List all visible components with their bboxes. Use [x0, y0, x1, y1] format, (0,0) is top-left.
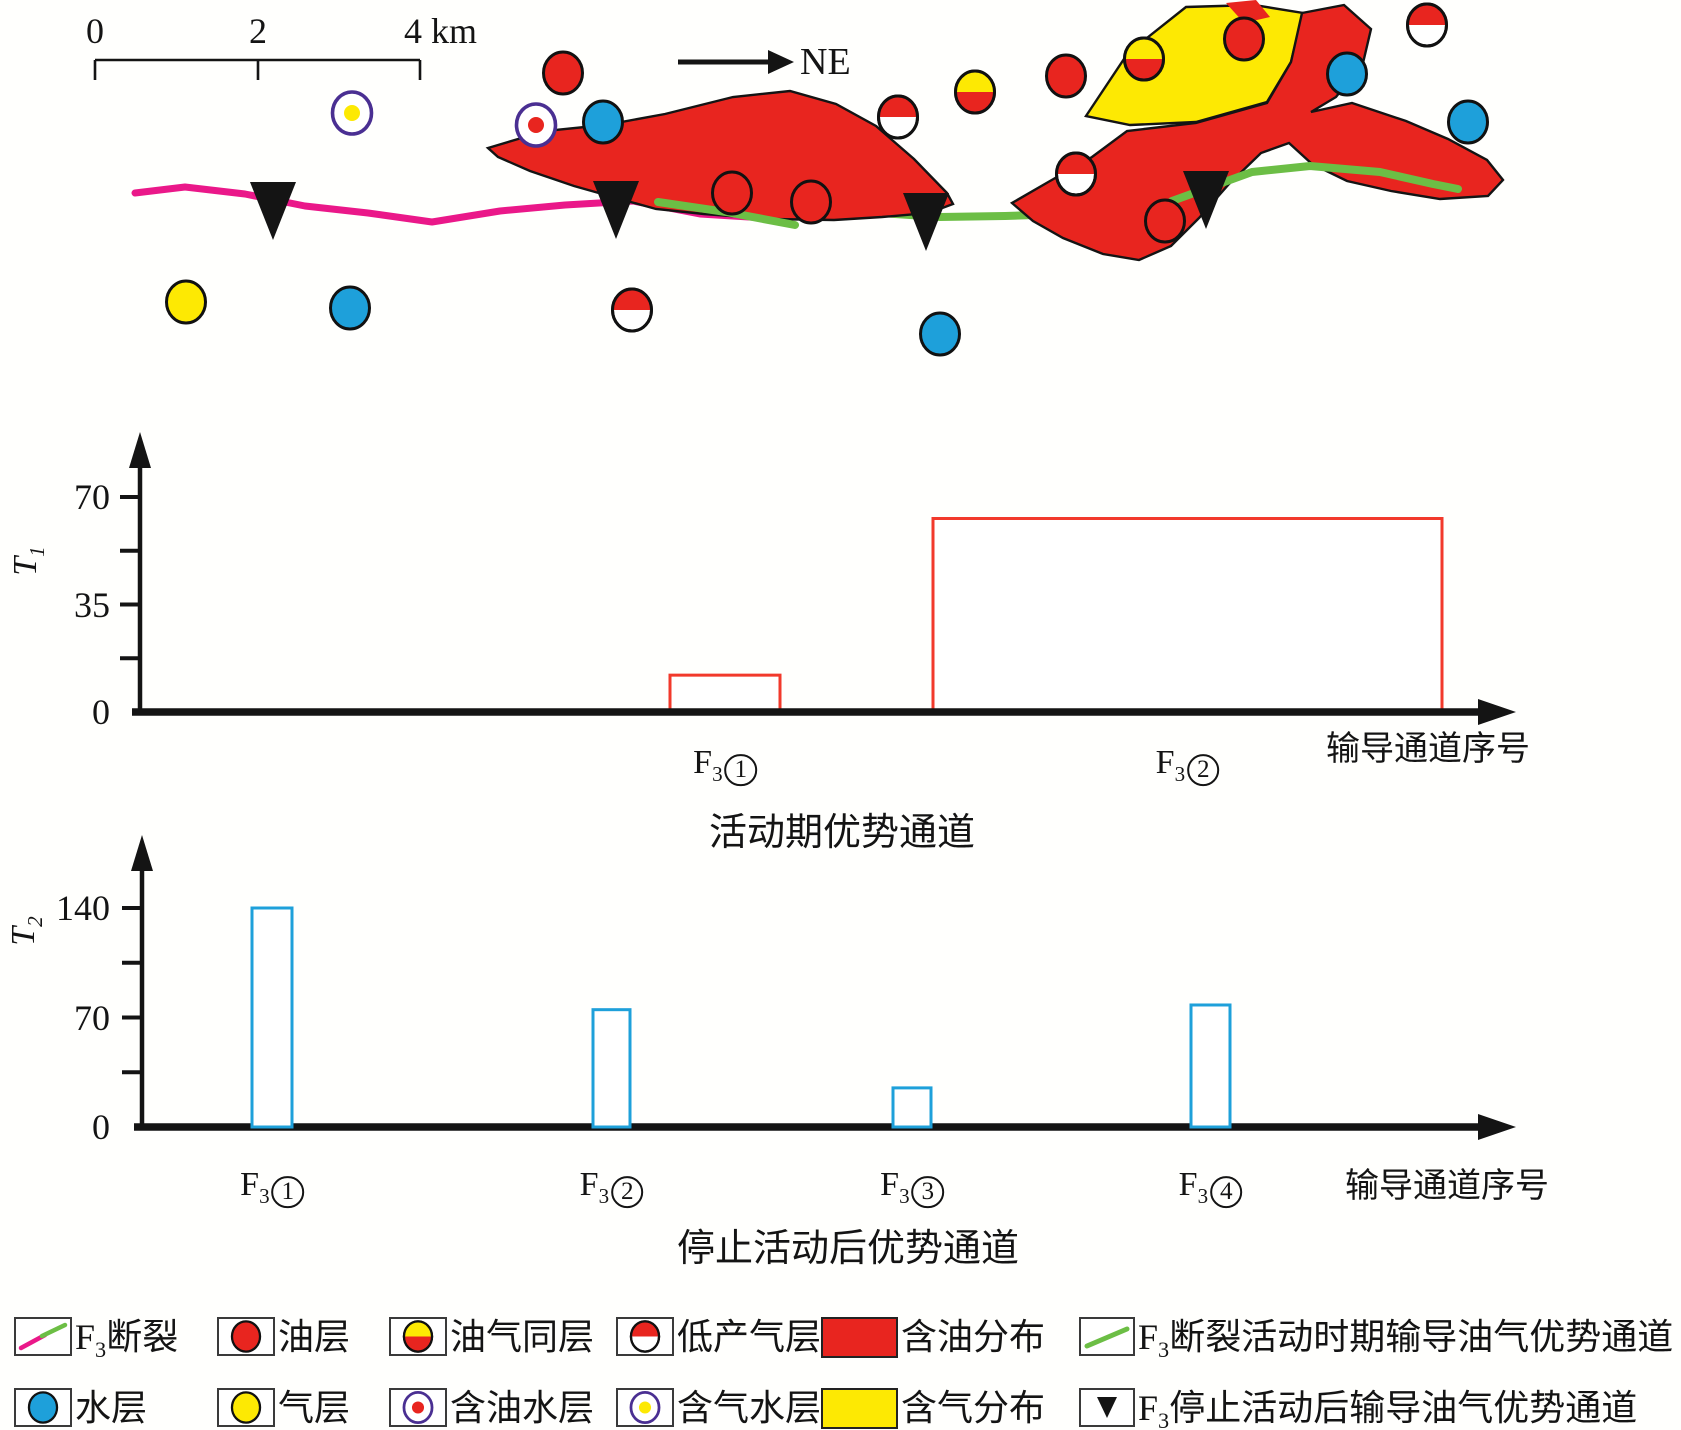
well-oil-water-icon: [402, 1391, 434, 1424]
chart1-ytick-35: 35: [74, 584, 110, 625]
legend-symbol-oil-well: [217, 1317, 275, 1356]
well-oil-gas-icon: [1123, 36, 1165, 82]
legend-label-oil-water-well: 含油水层: [450, 1387, 595, 1428]
legend-symbol-oil-gas-well: [389, 1317, 447, 1356]
well-oil-icon: [542, 50, 584, 96]
well-water-icon: [919, 311, 961, 357]
chart2-ytick-140: 140: [56, 888, 110, 928]
legend-label-water-well: 水层: [75, 1387, 148, 1428]
well-low-gas-icon: [877, 94, 919, 140]
well-oil-icon: [1144, 198, 1186, 244]
legend-label-oil-well: 油层: [278, 1316, 351, 1357]
legend-symbol-gas-water-well: [616, 1388, 674, 1427]
stopped-channel-triangle-icon: [250, 182, 296, 240]
well-oil-icon: [230, 1320, 262, 1353]
well-gas-water-icon: [330, 90, 374, 136]
active-channel-line: [1168, 162, 1462, 205]
chart1-yaxis-label: T1: [7, 546, 49, 576]
chart-2: [122, 835, 1516, 1140]
well-oil-icon: [1045, 53, 1087, 99]
legend-label-gas-area: 含气分布: [901, 1387, 1046, 1428]
circled-number: 1: [271, 1175, 304, 1208]
bar-F3④: [1189, 1003, 1232, 1129]
chart2-ytick-70: 70: [74, 997, 110, 1038]
well-low-gas-icon: [629, 1320, 661, 1353]
bar-F3①: [250, 906, 294, 1129]
legend-symbol-stopped-channel: [1079, 1388, 1135, 1427]
legend-label-oil-gas-well: 油气同层: [450, 1316, 595, 1357]
bar-F3②: [931, 517, 1444, 714]
chart2-category-1: F3 1: [240, 1168, 304, 1208]
chart2-ytick-0: 0: [92, 1107, 110, 1147]
legend-label-low-gas-well: 低产气层: [677, 1316, 822, 1357]
well-water-icon: [1326, 51, 1368, 97]
chart2-yaxis-label: T2: [5, 916, 47, 946]
circled-number: 4: [1210, 1175, 1243, 1208]
well-oil-water-icon: [514, 102, 558, 148]
chart2-category-3: F3 3: [880, 1168, 944, 1208]
chart1-ytick-70: 70: [74, 477, 110, 517]
legend-label-gas-well: 气层: [278, 1387, 351, 1428]
scalebar-label-2: 2: [249, 11, 267, 51]
chart1-category-1: F3 1: [693, 746, 757, 786]
well-oil-gas-icon: [402, 1320, 434, 1353]
legend-symbol-water-well: [14, 1388, 72, 1427]
legend-symbol-oil-water-well: [389, 1388, 447, 1427]
well-water-icon: [329, 285, 371, 331]
legend-symbol-active-channel: [1079, 1317, 1135, 1356]
well-low-gas-icon: [611, 287, 653, 333]
chart2-xaxis-label: 输导通道序号: [1345, 1168, 1549, 1205]
chart1-title: 活动期优势通道: [708, 812, 976, 854]
well-water-icon: [27, 1391, 59, 1424]
bar-F3①: [668, 673, 782, 714]
circled-number: 1: [724, 753, 757, 786]
stopped-channel-triangle-icon: [903, 193, 949, 251]
well-water-icon: [582, 99, 624, 145]
legend-symbol-low-gas-well: [616, 1317, 674, 1356]
chart2-category-4: F3 4: [1179, 1168, 1243, 1208]
legend-label-oil-area: 含油分布: [901, 1316, 1046, 1357]
scalebar-label-0: 0: [86, 11, 104, 51]
well-oil-icon: [1223, 16, 1265, 62]
circled-number: 2: [1187, 753, 1220, 786]
chart2-category-2: F3 2: [580, 1168, 644, 1208]
legend-symbol-oil-area: [821, 1317, 898, 1358]
circled-number: 3: [911, 1175, 944, 1208]
well-gas-icon: [165, 279, 207, 325]
legend-label-active-channel: F3断裂活动时期输导油气优势通道: [1138, 1316, 1674, 1362]
bar-F3③: [891, 1086, 933, 1129]
scalebar-label-4km: 4 km: [404, 11, 478, 51]
north-arrow-label: NE: [800, 41, 851, 83]
chart1-xaxis-label: 输导通道序号: [1326, 731, 1530, 768]
chart-1: [120, 432, 1516, 725]
well-gas-icon: [230, 1391, 262, 1424]
well-low-gas-icon: [1055, 151, 1097, 197]
well-gas-water-icon: [629, 1391, 661, 1424]
well-low-gas-icon: [1406, 2, 1448, 48]
stopped-channel-triangle-icon: [593, 181, 639, 239]
legend-symbol-gas-area: [821, 1388, 898, 1429]
chart1-ytick-0: 0: [92, 692, 110, 732]
legend-label-gas-water-well: 含气水层: [677, 1387, 822, 1428]
legend-label-fault-line: F3断裂: [75, 1316, 179, 1362]
legend-symbol-fault-line: [14, 1317, 72, 1356]
stopped-channel-triangle-icon: [1183, 171, 1229, 229]
legend-symbol-gas-well: [217, 1388, 275, 1427]
well-oil-gas-icon: [954, 69, 996, 115]
chart1-category-2: F3 2: [1156, 746, 1220, 786]
scale-bar: [93, 58, 422, 80]
well-oil-icon: [790, 179, 832, 225]
bar-F3②: [591, 1008, 632, 1129]
circled-number: 2: [611, 1175, 644, 1208]
well-water-icon: [1447, 99, 1489, 145]
well-oil-icon: [711, 170, 753, 216]
chart2-title: 停止活动后优势通道: [676, 1228, 1020, 1270]
red-arrow-marker: [1226, 0, 1270, 23]
north-arrow-icon: [678, 50, 794, 74]
legend-label-stopped-channel: F3停止活动后输导油气优势通道: [1138, 1387, 1638, 1430]
